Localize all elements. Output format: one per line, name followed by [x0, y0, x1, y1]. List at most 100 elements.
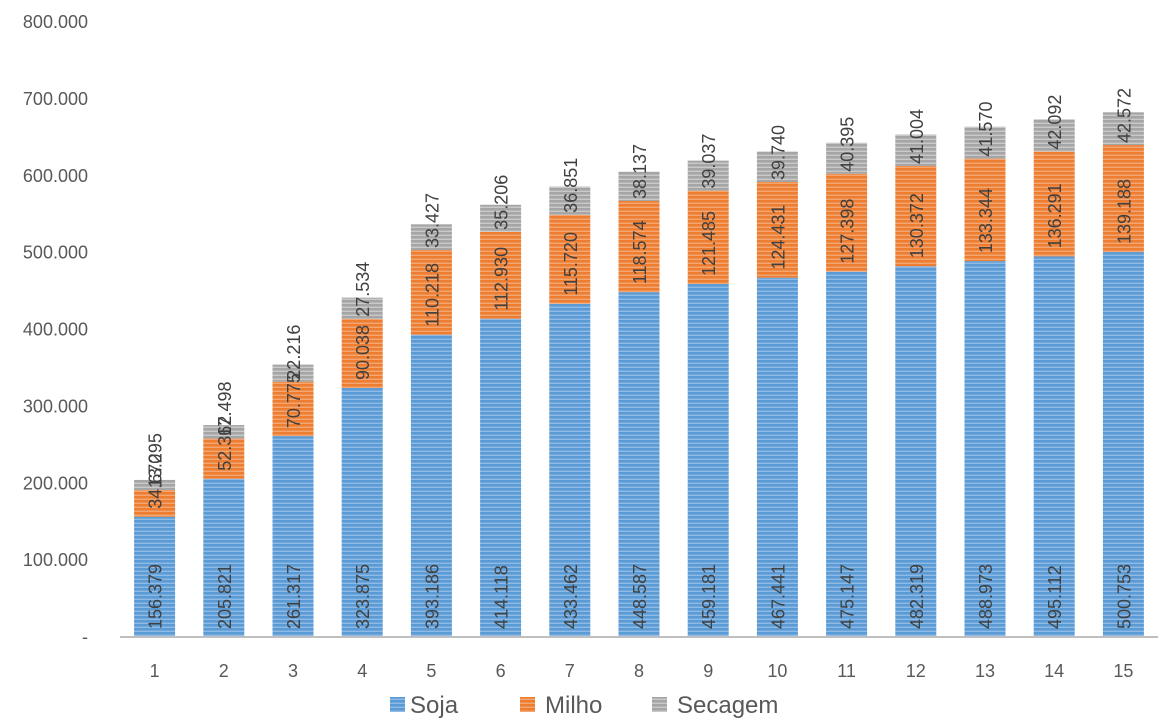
data-label-secagem: 35.206: [492, 175, 512, 230]
data-label-milho: 133.344: [976, 188, 996, 253]
data-label-milho: 52.362: [215, 416, 235, 471]
bar-milho-5: [410, 250, 452, 335]
bar-milho-4: [341, 318, 383, 389]
bar-soja-2: [203, 478, 245, 637]
data-label-secagem: 41.570: [976, 102, 996, 157]
legend-swatch: [520, 697, 535, 712]
data-label-soja: 433.462: [561, 564, 581, 629]
data-label-milho: 121.485: [699, 211, 719, 276]
data-label-soja: 459.181: [699, 564, 719, 629]
bar-secagem-2: [203, 425, 245, 439]
data-label-soja: 475.147: [838, 564, 858, 629]
data-label-secagem: 42.572: [1114, 88, 1134, 143]
data-label-soja: 323.875: [353, 564, 373, 629]
x-tick-label: 14: [1044, 661, 1064, 681]
x-tick-label: 3: [288, 661, 298, 681]
bar-soja-14: [1033, 256, 1075, 637]
bar-soja-6: [480, 318, 522, 637]
y-tick-label: 200.000: [23, 473, 88, 493]
data-label-milho: 139.188: [1114, 179, 1134, 244]
bar-soja-9: [687, 284, 729, 637]
data-label-milho: 124.431: [768, 205, 788, 270]
bar-milho-2: [203, 438, 245, 479]
x-tick-label: 4: [357, 661, 367, 681]
bar-secagem-3: [272, 364, 314, 382]
bar-secagem-8: [618, 171, 660, 201]
y-tick-label: 400.000: [23, 320, 88, 340]
data-label-milho: 70.775: [284, 373, 304, 428]
data-label-secagem: 36.851: [561, 158, 581, 213]
bar-milho-3: [272, 381, 314, 437]
bar-milho-6: [480, 231, 522, 319]
data-label-soja: 414.118: [492, 565, 512, 629]
bar-milho-8: [618, 200, 660, 293]
x-tick-label: 12: [906, 661, 926, 681]
bar-soja-4: [341, 388, 383, 637]
bar-secagem-6: [480, 204, 522, 232]
data-label-milho: 115.720: [561, 232, 581, 296]
bar-secagem-5: [410, 224, 452, 251]
bar-secagem-11: [826, 142, 868, 174]
bar-milho-10: [756, 181, 798, 278]
data-label-milho: 136.291: [1045, 183, 1065, 248]
data-label-soja: 495.112: [1045, 565, 1065, 629]
bar-milho-9: [687, 190, 729, 285]
bar-soja-8: [618, 292, 660, 637]
x-tick-label: 7: [565, 661, 575, 681]
x-tick-label: 6: [496, 661, 506, 681]
x-tick-label: 13: [975, 661, 995, 681]
x-tick-label: 9: [703, 661, 713, 681]
x-tick-label: 10: [767, 661, 787, 681]
legend-label: Milho: [545, 692, 602, 719]
y-tick-label: 300.000: [23, 396, 88, 416]
bar-secagem-10: [756, 151, 798, 182]
data-label-secagem: 13.295: [146, 433, 166, 488]
bar-soja-10: [756, 277, 798, 637]
bar-secagem-15: [1102, 112, 1144, 146]
y-tick-label: -: [82, 627, 88, 647]
x-axis: 1 2 3 4 5 6 7 8 9 10 11 12 13 14 15: [120, 636, 1158, 681]
y-tick-label: 600.000: [23, 166, 88, 186]
data-label-secagem: 38.137: [630, 144, 650, 199]
bar-secagem-14: [1033, 119, 1075, 152]
y-axis: - 100.000 200.000 300.000 400.000 500.000 600.…: [23, 12, 88, 647]
data-label-soja: 448.587: [630, 564, 650, 629]
data-label-milho: 130.372: [907, 193, 927, 258]
data-label-milho: 34.670: [146, 454, 166, 509]
data-label-secagem: 42.092: [1045, 95, 1065, 150]
bar-soja-3: [272, 436, 314, 637]
legend: Soja Milho Secagem: [390, 692, 778, 719]
bar-milho-14: [1033, 151, 1075, 257]
data-label-milho: 127.398: [838, 199, 858, 264]
legend-label: Soja: [410, 692, 459, 719]
legend-item-secagem: Secagem: [652, 692, 778, 719]
y-tick-label: 100.000: [23, 550, 88, 570]
bar-secagem-12: [895, 134, 937, 166]
data-label-milho: 90.038: [353, 325, 373, 380]
data-label-secagem: 39.037: [699, 134, 719, 189]
y-tick-label: 800.000: [23, 12, 88, 32]
y-tick-label: 500.000: [23, 243, 88, 263]
bar-secagem-1: [134, 479, 176, 491]
data-label-soja: 467.441: [768, 564, 788, 629]
data-label-milho: 118.574: [630, 220, 650, 284]
data-label-secagem: 41.004: [907, 109, 927, 164]
x-tick-label: 15: [1113, 661, 1133, 681]
legend-label: Secagem: [677, 692, 778, 719]
data-label-soja: 500.753: [1114, 564, 1134, 629]
bar-soja-12: [895, 266, 937, 637]
bar-milho-15: [1102, 145, 1144, 253]
y-tick-label: 700.000: [23, 89, 88, 109]
x-tick-label: 8: [634, 661, 644, 681]
legend-swatch: [652, 697, 667, 712]
bar-soja-7: [549, 303, 591, 637]
bar-milho-1: [134, 490, 176, 517]
legend-item-soja: Soja: [390, 692, 459, 719]
bar-secagem-9: [687, 160, 729, 191]
bar-milho-7: [549, 214, 591, 304]
data-label-secagem: 33.427: [422, 193, 442, 248]
bars-group: [134, 112, 1144, 637]
x-tick-label: 5: [426, 661, 436, 681]
data-label-secagem: 40.395: [838, 117, 858, 172]
bar-milho-11: [826, 173, 868, 272]
